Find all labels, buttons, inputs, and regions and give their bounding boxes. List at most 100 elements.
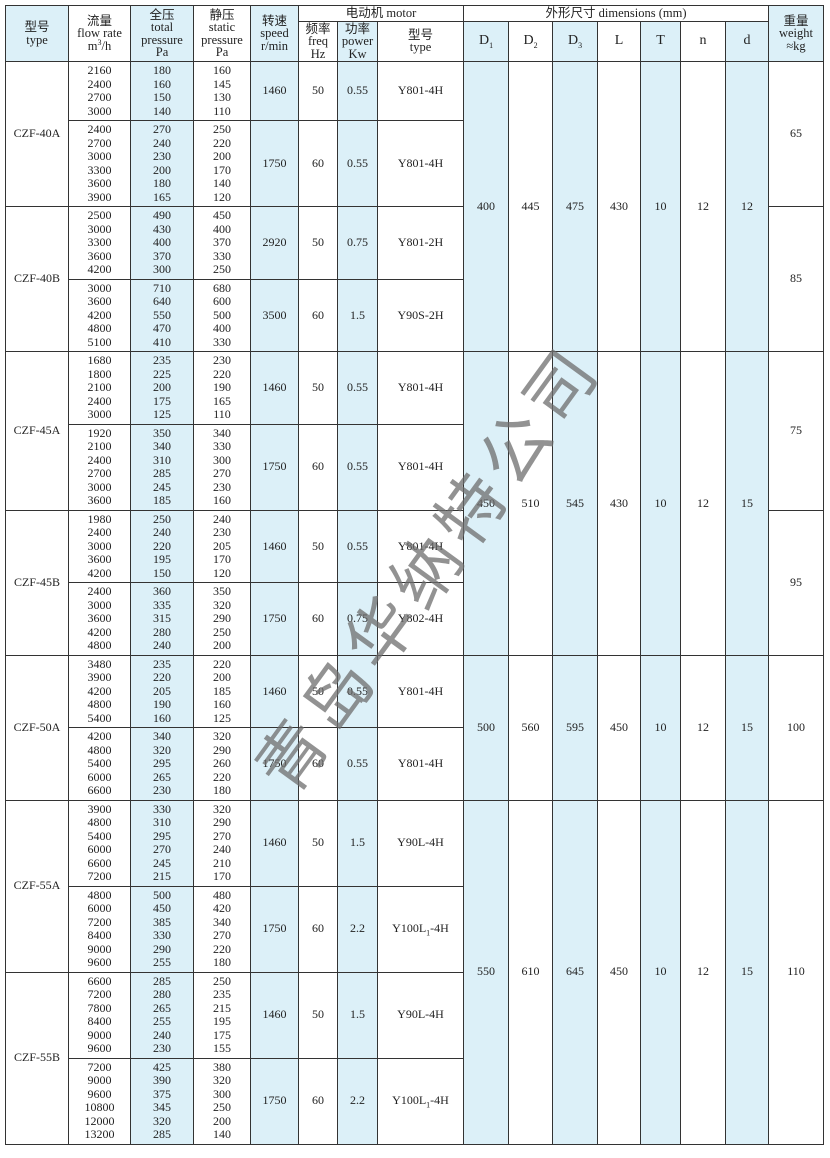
header-cell: 型号 type: [5, 5, 69, 62]
static-value: 320: [213, 1073, 231, 1087]
total-value: 425: [153, 1059, 171, 1074]
motor-type: Y90L-4H: [377, 799, 464, 887]
text: Y801-2H: [397, 235, 444, 249]
header-cell: D2: [508, 20, 553, 62]
total-value: 205: [153, 683, 171, 698]
static-cell: 380 320 300 250 200 140: [193, 1057, 251, 1145]
flow-value: 4800: [87, 887, 112, 902]
dimension: 15: [725, 351, 769, 656]
total-value: 490: [153, 208, 171, 222]
text: D: [478, 33, 490, 48]
flow-value: 9600: [87, 955, 112, 969]
motor-type: Y801-2H: [377, 206, 464, 280]
flow-value: 3300: [87, 235, 112, 249]
flow-value: 2400: [87, 525, 112, 539]
static-value: 320: [213, 801, 231, 816]
static-value: 320: [213, 729, 231, 743]
total-value: 290: [153, 941, 171, 956]
total-value: 180: [153, 63, 171, 77]
flow-cell: 4800 6000 7200 8400 9000 9600: [68, 885, 131, 973]
weight: 110: [768, 799, 824, 1145]
flow-value: 4200: [87, 729, 112, 743]
text: Y100L: [392, 921, 427, 936]
weight: 65: [768, 61, 824, 207]
power: 0.55: [337, 61, 378, 121]
rich-text: D1: [478, 33, 493, 50]
text: 型号: [24, 20, 50, 34]
total-value: 195: [153, 552, 171, 566]
static-value: 155: [213, 1041, 231, 1055]
total-value: 240: [153, 638, 171, 652]
freq: 50: [298, 509, 338, 583]
static-value: 230: [213, 353, 231, 367]
flow-value: 4200: [87, 683, 112, 698]
static-cell: 220 200 185 160 125: [193, 654, 251, 728]
text: d: [743, 33, 751, 48]
flow-value: 2400: [87, 584, 112, 598]
dimension: 550: [463, 799, 509, 1145]
static-value: 290: [213, 611, 231, 625]
header-cell: 全压 total pressure Pa: [130, 5, 194, 62]
dimension: 545: [552, 351, 598, 656]
dimension: 500: [463, 654, 509, 801]
freq: 50: [298, 799, 338, 887]
dimension: 595: [552, 654, 598, 801]
total-value: 370: [153, 248, 171, 263]
data-row: 2400 2700 3000 3300 3600 3900 270 240 230 200 180 1…: [6, 120, 824, 207]
total-value: 255: [153, 1014, 171, 1028]
power: 0.55: [337, 509, 378, 583]
header-cell: 流量 flow rate m3/h: [68, 5, 131, 62]
flow-value: 4200: [87, 624, 112, 639]
total-value: 310: [153, 452, 171, 467]
header-cell: 频率 freq Hz: [298, 20, 338, 62]
static-value: 320: [213, 597, 231, 612]
motor-type: Y100L1-4H: [377, 885, 464, 973]
static-value: 250: [213, 262, 231, 276]
motor-type: Y801-4H: [377, 351, 464, 425]
total-cell: 340 320 295 265 230: [130, 727, 194, 801]
static-value: 170: [213, 869, 231, 883]
dimension: 12: [680, 799, 726, 1145]
flow-value: 3000: [87, 103, 112, 118]
power: 2.2: [337, 1057, 378, 1145]
flow-value: 7800: [87, 1000, 112, 1015]
rich-text: D3: [568, 33, 582, 50]
flow-value: 4800: [87, 638, 112, 652]
static-value: 400: [213, 221, 231, 236]
static-value: 270: [213, 466, 231, 480]
static-cell: 340 330 300 270 230 160: [193, 423, 251, 511]
flow-value: 12000: [84, 1113, 115, 1128]
static-value: 200: [213, 670, 231, 684]
static-value: 250: [213, 122, 231, 136]
total-value: 285: [153, 973, 171, 988]
speed: 1750: [250, 582, 299, 656]
total-value: 265: [153, 769, 171, 784]
model-type: CZF-40B: [5, 206, 69, 352]
flow-value: 4800: [87, 321, 112, 335]
text: Pa: [215, 45, 229, 59]
static-value: 185: [213, 683, 231, 698]
dimension: 445: [508, 61, 553, 352]
rich-text: Y100L1-4H: [392, 921, 449, 938]
static-value: 160: [213, 697, 231, 711]
data-row: 2400 3000 3600 4200 4800 360 335 315 280 240 350 32…: [6, 582, 824, 656]
flow-value: 9600: [87, 1041, 112, 1055]
total-cell: 235 220 205 190 160: [130, 654, 194, 728]
data-row: 4200 4800 5400 6000 6600 340 320 295 265 230 320 29…: [6, 727, 824, 801]
power: 0.55: [337, 727, 378, 801]
flow-value: 7200: [87, 1059, 112, 1074]
static-value: 215: [213, 1000, 231, 1015]
speed: 1750: [250, 423, 299, 511]
total-value: 400: [153, 235, 171, 249]
flow-value: 6600: [87, 783, 112, 797]
flow-value: 6000: [87, 769, 112, 784]
model-type: CZF-55B: [5, 971, 69, 1145]
static-value: 205: [213, 538, 231, 553]
motor-type: Y801-4H: [377, 61, 464, 121]
static-cell: 250 220 200 170 140 120: [193, 120, 251, 207]
total-value: 360: [153, 584, 171, 598]
static-value: 220: [213, 366, 231, 381]
total-value: 235: [153, 656, 171, 671]
total-value: 330: [153, 928, 171, 942]
flow-value: 7200: [87, 869, 112, 883]
